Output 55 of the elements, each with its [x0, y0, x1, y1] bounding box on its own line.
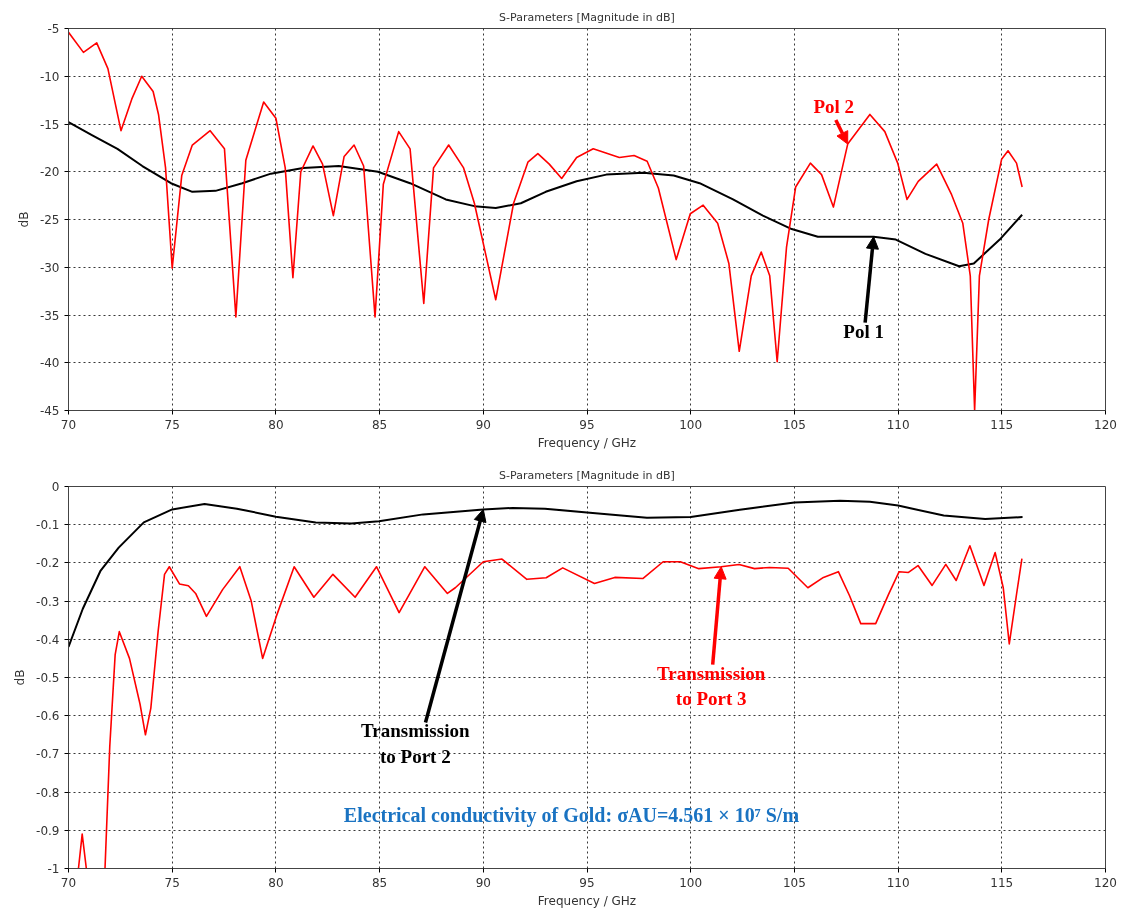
x-tick-label: 90: [475, 875, 491, 890]
x-axis-title: Frequency / GHz: [537, 893, 637, 908]
line-series: [68, 31, 1023, 411]
x-tick-label: 120: [1094, 417, 1117, 432]
x-tick-label: 110: [886, 417, 910, 432]
x-tick-label: 100: [679, 417, 703, 432]
y-tick-label: -25: [39, 213, 60, 227]
annotation: Electrical conductivity of Gold: σAU=4.561 × 10⁷ S/m: [343, 804, 800, 828]
y-tick-label: -0.6: [36, 709, 60, 724]
y-tick-label: -0.2: [36, 556, 60, 571]
y-tick-label: -5: [47, 22, 60, 36]
y-tick-label: -0.7: [36, 747, 60, 762]
y-tick-label: -0.8: [36, 785, 60, 800]
x-tick-label: 75: [164, 417, 180, 432]
y-tick-label: -0.3: [36, 594, 60, 609]
x-tick-label: 75: [164, 875, 180, 890]
x-tick-label: 105: [782, 875, 806, 890]
x-tick-label: 80: [268, 417, 284, 432]
text: Transmission to Port 2: [361, 720, 470, 767]
x-tick-label: 100: [679, 875, 703, 890]
y-tick-label: -15: [39, 117, 60, 132]
y-tick-label: -0.4: [36, 632, 60, 647]
x-tick-label: 70: [60, 417, 77, 432]
y-tick-label: -10: [39, 69, 60, 84]
chart-title: S-Parameters [Magnitude in dB]: [499, 468, 675, 482]
y-tick-label: -20: [39, 165, 60, 180]
x-tick-label: 105: [782, 417, 806, 432]
y-tick-label: -45: [39, 404, 60, 418]
x-tick-label: 90: [475, 417, 491, 432]
x-tick-label: 120: [1094, 875, 1117, 890]
x-tick-label: 95: [579, 875, 595, 890]
x-tick-label: 115: [990, 875, 1014, 890]
y-tick-label: -30: [39, 260, 60, 275]
y-tick-label: -35: [39, 308, 60, 323]
y-axis-title: dB: [13, 669, 28, 686]
line-series: [68, 121, 1024, 268]
y-tick-label: -0.5: [36, 671, 60, 685]
y-tick-label: -0.1: [36, 518, 60, 533]
x-axis-title: Frequency / GHz: [537, 435, 637, 450]
x-tick-label: 85: [371, 875, 388, 890]
chart-title: S-Parameters [Magnitude in dB]: [499, 10, 675, 24]
x-tick-label: 85: [371, 417, 388, 432]
text: Pol 1: [843, 320, 884, 342]
y-tick-label: -40: [39, 356, 60, 371]
y-tick-label: -1: [47, 862, 60, 876]
y-axis-title: dB: [16, 211, 31, 228]
text: Transmission to Port 3: [656, 662, 766, 709]
x-tick-label: 70: [60, 875, 77, 890]
y-tick-label: 0: [51, 480, 60, 494]
x-tick-label: 95: [579, 417, 595, 432]
x-tick-label: 80: [268, 875, 284, 890]
x-tick-label: 115: [990, 417, 1014, 432]
x-tick-label: 110: [886, 875, 910, 890]
y-tick-label: -0.9: [36, 823, 60, 838]
series-label: Pol 2: [813, 96, 855, 118]
